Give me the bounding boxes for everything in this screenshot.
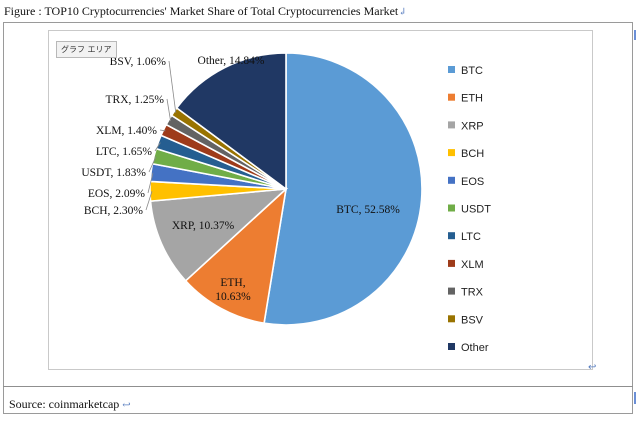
legend-swatch-btc xyxy=(448,66,455,73)
data-label-eos: EOS, 2.09% xyxy=(88,188,146,200)
data-label-xrp: XRP, 10.37% xyxy=(172,220,235,232)
legend-label-eth: ETH xyxy=(461,93,483,105)
legend-swatch-trx xyxy=(448,287,455,295)
source-text: Source: coinmarketcap xyxy=(9,397,120,411)
legend-label-ltc: LTC xyxy=(461,231,481,243)
edge-marker xyxy=(634,30,636,40)
legend-swatch-bch xyxy=(448,149,455,157)
leader-line-trx xyxy=(166,98,171,122)
data-labels: BTC, 52.58% ETH, 10.63% XRP, 10.37% BCH, 2.3… xyxy=(81,55,400,303)
pie-slice-other[interactable] xyxy=(175,52,287,191)
legend-label-usdt: USDT xyxy=(461,204,491,216)
data-label-ltc: LTC, 1.65% xyxy=(96,146,153,158)
legend[interactable]: BTC ETH XRP BCH EOS USDT LTC XLM TRX BSV Other xyxy=(448,65,491,354)
chart-area-tooltip: グラフ エリア xyxy=(56,41,117,58)
legend-label-trx: TRX xyxy=(461,287,484,299)
leader-line-usdt xyxy=(148,156,157,173)
legend-label-xlm: XLM xyxy=(461,259,484,271)
legend-swatch-other xyxy=(448,343,455,350)
table-row-divider xyxy=(3,386,633,387)
legend-label-btc: BTC xyxy=(461,65,483,77)
legend-swatch-bsv xyxy=(448,315,455,323)
data-label-bch: BCH, 2.30% xyxy=(84,205,144,217)
leader-line-bch xyxy=(145,191,153,211)
data-label-xlm: XLM, 1.40% xyxy=(96,125,157,137)
data-label-other: Other, 14.84% xyxy=(198,55,265,67)
leader-lines xyxy=(145,60,177,211)
leader-line-ltc xyxy=(154,142,161,152)
legend-label-bsv: BSV xyxy=(461,314,484,326)
edge-marker xyxy=(634,392,636,404)
data-label-bsv: BSV, 1.06% xyxy=(110,56,167,68)
anchor-icon: ↩ xyxy=(588,362,597,373)
legend-swatch-xrp xyxy=(448,121,455,129)
figure-table-border xyxy=(3,22,633,414)
legend-swatch-eos xyxy=(448,176,455,184)
pie-slice-xrp[interactable] xyxy=(149,187,289,282)
return-mark-icon: ↲ xyxy=(398,7,407,18)
legend-label-eos: EOS xyxy=(461,176,484,188)
leader-line-xlm xyxy=(159,129,166,132)
legend-label-other: Other xyxy=(461,342,489,354)
legend-label-bch: BCH xyxy=(461,148,484,160)
figure-caption-text: Figure : TOP10 Cryptocurrencies' Market … xyxy=(4,4,399,18)
data-label-eth: ETH, 10.63% xyxy=(215,277,251,303)
legend-swatch-xlm xyxy=(448,259,455,267)
data-label-btc: BTC, 52.58% xyxy=(336,204,400,216)
data-label-trx: TRX, 1.25% xyxy=(106,94,165,106)
figure-caption: Figure : TOP10 Cryptocurrencies' Market … xyxy=(4,4,407,19)
legend-swatch-usdt xyxy=(448,204,455,212)
legend-swatch-ltc xyxy=(448,232,455,240)
legend-label-xrp: XRP xyxy=(461,120,484,132)
source-note: Source: coinmarketcap ↩ xyxy=(9,397,131,412)
leader-line-bsv xyxy=(168,60,177,113)
data-label-usdt: USDT, 1.83% xyxy=(81,167,146,179)
pie-slice-eth[interactable] xyxy=(184,186,288,325)
pie-slices xyxy=(149,52,423,326)
return-mark-icon: ↩ xyxy=(122,400,131,411)
leader-line-eos xyxy=(147,172,154,194)
pie-slice-btc[interactable] xyxy=(263,52,423,326)
legend-swatch-eth xyxy=(448,93,455,101)
